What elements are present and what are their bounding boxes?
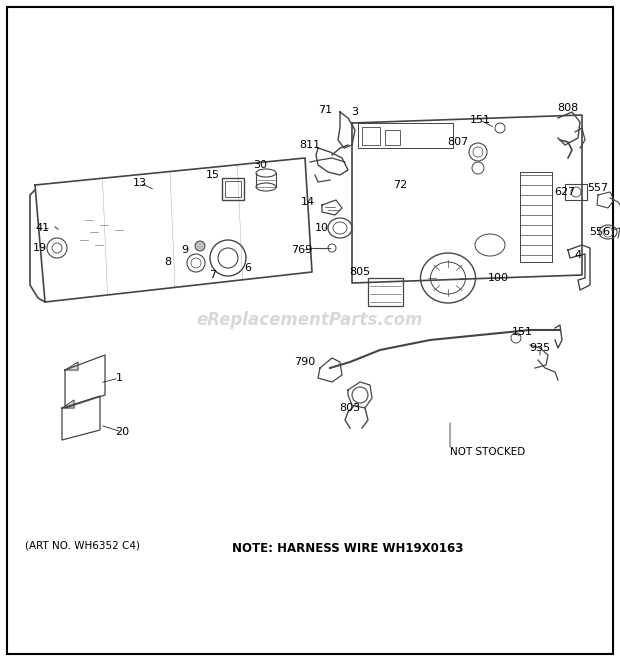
Text: 811: 811 bbox=[299, 140, 321, 150]
Text: 556: 556 bbox=[590, 227, 611, 237]
Text: 20: 20 bbox=[115, 427, 129, 437]
Bar bbox=[362, 127, 380, 145]
Text: 935: 935 bbox=[529, 343, 551, 353]
Text: 1: 1 bbox=[115, 373, 123, 383]
Text: eReplacementParts.com: eReplacementParts.com bbox=[197, 311, 423, 329]
Text: 8: 8 bbox=[164, 257, 172, 267]
Text: 557: 557 bbox=[587, 183, 609, 193]
Text: 807: 807 bbox=[448, 137, 469, 147]
Text: 6: 6 bbox=[244, 263, 252, 273]
Text: 3: 3 bbox=[352, 107, 358, 117]
Text: 151: 151 bbox=[512, 327, 533, 337]
Text: 13: 13 bbox=[133, 178, 147, 188]
Text: 4: 4 bbox=[575, 250, 582, 260]
Text: 100: 100 bbox=[487, 273, 508, 283]
Polygon shape bbox=[65, 362, 78, 370]
Text: 808: 808 bbox=[557, 103, 578, 113]
Text: 7: 7 bbox=[210, 270, 216, 280]
Text: 30: 30 bbox=[253, 160, 267, 170]
Bar bbox=[358, 123, 453, 148]
Text: 41: 41 bbox=[35, 223, 49, 233]
Bar bbox=[565, 184, 587, 200]
Text: 15: 15 bbox=[206, 170, 220, 180]
Bar bbox=[385, 130, 400, 145]
Bar bbox=[368, 278, 403, 306]
Text: 790: 790 bbox=[294, 357, 316, 367]
Bar bbox=[222, 178, 244, 200]
Text: 10: 10 bbox=[315, 223, 329, 233]
Text: 803: 803 bbox=[339, 403, 361, 413]
Polygon shape bbox=[62, 400, 74, 408]
Text: 805: 805 bbox=[350, 267, 371, 277]
Circle shape bbox=[195, 241, 205, 251]
Text: 71: 71 bbox=[318, 105, 332, 115]
Text: 151: 151 bbox=[469, 115, 490, 125]
Text: 19: 19 bbox=[33, 243, 47, 253]
Text: 72: 72 bbox=[393, 180, 407, 190]
Text: 769: 769 bbox=[291, 245, 312, 255]
Text: 14: 14 bbox=[301, 197, 315, 207]
Bar bbox=[225, 181, 241, 197]
Text: 9: 9 bbox=[182, 245, 188, 255]
Text: (ART NO. WH6352 C4): (ART NO. WH6352 C4) bbox=[25, 540, 140, 550]
Text: NOT STOCKED: NOT STOCKED bbox=[450, 447, 525, 457]
Text: NOTE: HARNESS WIRE WH19X0163: NOTE: HARNESS WIRE WH19X0163 bbox=[232, 541, 463, 555]
Text: 627: 627 bbox=[554, 187, 575, 197]
